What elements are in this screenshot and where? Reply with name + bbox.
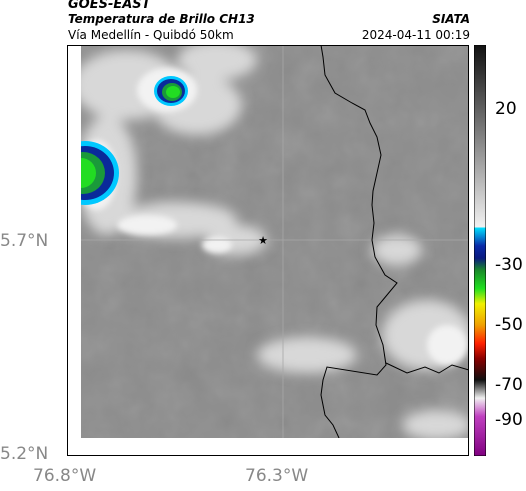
colorbar-tick-label: -70 (495, 375, 523, 395)
department-boundary-line (320, 45, 398, 438)
department-boundary-line-east (385, 362, 469, 374)
colorbar-tick-label: -30 (495, 255, 523, 275)
colorbar-tick-label: 20 (495, 99, 517, 119)
timestamp-label: 2024-04-11 00:19 (361, 28, 470, 42)
colorbar-tick-label: -90 (495, 410, 523, 430)
lat-tick-label: 5.7°N (0, 231, 49, 251)
colorbar (474, 45, 486, 456)
satellite-map[interactable]: ★ (67, 45, 469, 456)
satellite-title: GOES-EAST (68, 0, 151, 12)
lon-tick-label: 76.8°W (33, 466, 97, 486)
lon-tick-label: 76.3°W (245, 466, 309, 486)
brightness-temperature-field: ★ (81, 45, 469, 438)
colorbar-tick-label: -50 (495, 315, 523, 335)
lat-tick-label: 5.2°N (0, 444, 49, 464)
cold-cloud-top-north (154, 76, 188, 106)
cold-cloud-top-west (81, 141, 119, 205)
product-title: Temperatura de Brillo CH13 (68, 12, 255, 26)
source-label: SIATA (432, 12, 470, 26)
region-subtitle: Vía Medellín - Quibdó 50km (68, 28, 234, 42)
star-marker-icon: ★ (258, 234, 268, 247)
